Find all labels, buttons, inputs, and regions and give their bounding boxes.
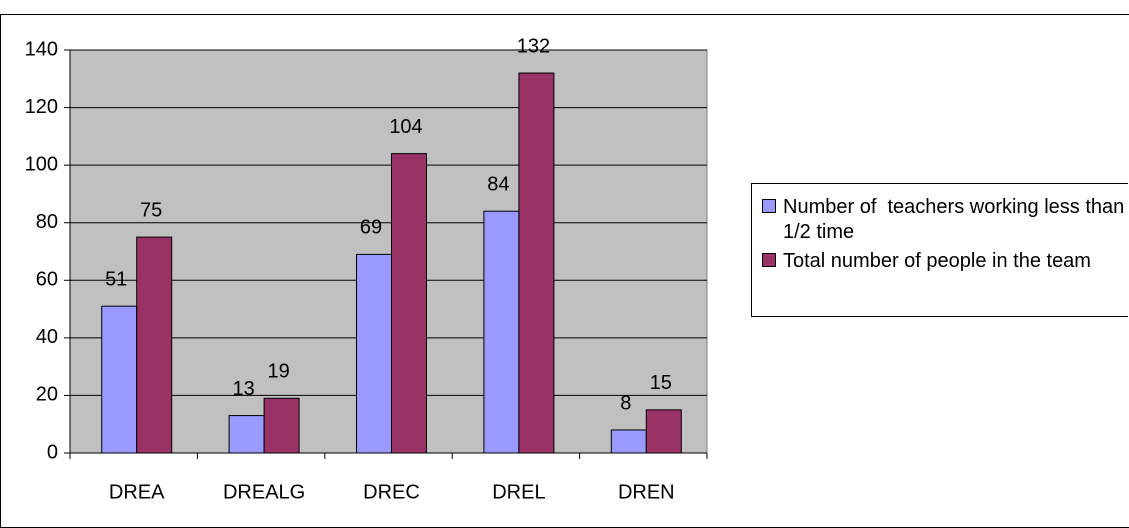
x-tick-label: DREN <box>618 481 675 503</box>
bar <box>483 210 520 454</box>
legend-swatch <box>762 253 776 267</box>
bar <box>518 72 555 454</box>
value-label: 15 <box>650 372 672 394</box>
y-tick-label: 20 <box>36 384 58 406</box>
value-label: 13 <box>232 378 254 400</box>
x-tick-label: DREA <box>109 481 165 503</box>
bar <box>610 429 647 454</box>
x-tick-label: DREALG <box>223 481 305 503</box>
value-label: 51 <box>105 268 127 290</box>
y-tick-label: 100 <box>25 153 58 175</box>
y-tick-label: 0 <box>47 441 58 463</box>
x-tick-label: DREL <box>492 481 545 503</box>
legend-item: Number of teachers working less than 1/2… <box>762 195 1129 245</box>
bar <box>645 409 682 454</box>
value-label: 132 <box>517 35 550 57</box>
bar <box>391 153 427 454</box>
value-label: 8 <box>620 392 631 414</box>
bar <box>263 397 300 454</box>
legend-swatch <box>762 199 776 213</box>
y-tick-label: 120 <box>25 96 58 118</box>
bar <box>228 415 265 454</box>
bar <box>136 236 173 454</box>
x-tick-label: DREC <box>363 481 420 503</box>
value-label: 104 <box>389 116 422 138</box>
value-label: 84 <box>487 173 509 195</box>
legend-label: Number of teachers working less than 1/2… <box>783 196 1125 243</box>
legend-label: Total number of people in the team <box>783 250 1091 272</box>
bar <box>356 253 392 454</box>
value-label: 69 <box>360 217 382 239</box>
bar <box>101 305 138 454</box>
legend: Number of teachers working less than 1/2… <box>751 183 1128 317</box>
legend-item: Total number of people in the team <box>762 249 1129 274</box>
y-tick-label: 140 <box>25 38 58 60</box>
y-tick-label: 80 <box>36 211 58 233</box>
y-tick-label: 40 <box>36 326 58 348</box>
y-tick-label: 60 <box>36 269 58 291</box>
value-label: 19 <box>267 361 289 383</box>
value-label: 75 <box>140 199 162 221</box>
